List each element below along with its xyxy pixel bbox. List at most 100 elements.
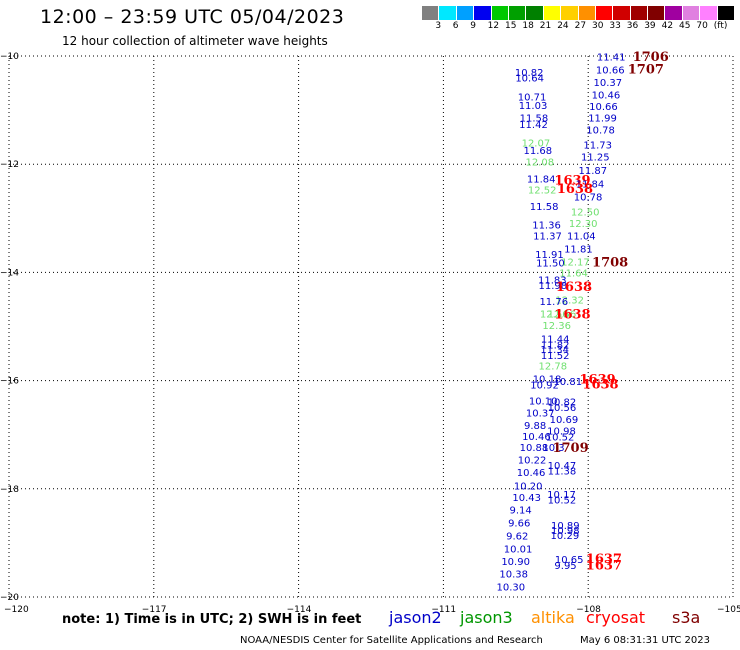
wave-height-label: 11.58 [530, 202, 559, 213]
pass-time-label: 1708 [592, 256, 628, 271]
x-tick-label: −105 [717, 605, 740, 615]
wave-height-label: 11.73 [583, 141, 612, 152]
wave-height-label: 12.32 [555, 295, 584, 306]
legend-item-altika: altika [531, 608, 575, 627]
wave-height-label: 10.38 [499, 570, 528, 581]
y-tick-label: −16 [0, 377, 19, 387]
wave-height-label: 10.69 [550, 415, 579, 426]
pass-time-label: 1707 [628, 62, 664, 77]
color-scale-swatch [456, 6, 475, 20]
wave-height-label: 10.52 [546, 432, 575, 443]
wave-height-label: 10.66 [596, 66, 625, 77]
color-scale-swatch [648, 6, 666, 20]
wave-height-label: 10.66 [589, 102, 618, 113]
wave-height-label: 11.87 [579, 166, 608, 177]
wave-height-label: 10.30 [496, 583, 525, 594]
color-scale-swatch [508, 6, 527, 20]
color-scale-label: (ft) [713, 21, 728, 31]
footnote: note: 1) Time is in UTC; 2) SWH is in fe… [62, 612, 362, 627]
wave-height-label: 10.78 [574, 193, 603, 204]
wave-height-label: 10.82 [515, 68, 544, 79]
color-scale-label: 70 [696, 21, 708, 31]
wave-height-label: 11.04 [567, 232, 596, 243]
pass-time-label: 1637 [586, 552, 622, 567]
page-title: 12:00 – 23:59 UTC 05/04/2023 [40, 6, 345, 28]
pass-time-label: 1709 [552, 441, 588, 456]
wave-height-label: 10.90 [501, 557, 530, 568]
wave-height-label: 11.98 [538, 281, 567, 292]
color-scale-label: 24 [557, 21, 569, 31]
pass-time-label: 1638 [554, 308, 590, 323]
wave-height-label: 12.08 [525, 157, 554, 168]
wave-height-label: 10.29 [551, 531, 580, 542]
color-scale-swatch [665, 6, 683, 20]
wave-height-label: 10.01 [504, 544, 533, 555]
color-scale-swatch [578, 6, 596, 20]
wave-height-label: 11.34 [540, 345, 569, 356]
wave-height-label: 10.18 [533, 374, 562, 385]
wave-height-label: 11.76 [539, 297, 568, 308]
wave-height-label: 10.37 [594, 78, 623, 89]
wave-height-label: 12.07 [522, 139, 551, 150]
wave-height-label: 11.68 [524, 146, 553, 157]
color-scale-swatch [561, 6, 579, 20]
y-tick-label: −14 [0, 268, 19, 278]
wave-height-label: 12.36 [542, 321, 571, 332]
wave-height-label: 9.95 [554, 561, 576, 572]
color-scale-swatch [613, 6, 631, 20]
wave-height-label: 10.52 [548, 496, 577, 507]
wave-height-label: 10.89 [551, 521, 580, 532]
wave-height-label: 10.22 [518, 456, 547, 467]
wave-height-label: 11.91 [535, 250, 564, 261]
color-scale-label: 42 [661, 21, 674, 31]
wave-height-label: 12.17 [561, 258, 590, 269]
pass-time-label: 1706 [633, 50, 669, 65]
wave-height-label: 10.20 [514, 482, 543, 493]
color-scale-label: 30 [592, 21, 604, 31]
color-scale-label: 9 [470, 21, 476, 31]
x-tick-label: −117 [142, 605, 167, 615]
wave-height-label: 11.25 [581, 153, 610, 164]
x-tick-label: −120 [4, 605, 29, 615]
x-tick-label: −114 [287, 605, 312, 615]
pass-time-label: 1639 [580, 372, 616, 387]
color-scale-swatch [491, 6, 509, 20]
wave-height-label: 10.46 [592, 90, 621, 101]
y-tick-label: −18 [0, 485, 19, 495]
color-scale-swatch [717, 6, 736, 20]
wave-height-label: 10.64 [515, 74, 544, 85]
color-scale-label: 33 [609, 21, 621, 31]
wave-height-label: 11.64 [559, 268, 588, 279]
color-scale-labels: 3 6 9 12 15 18 21 24 27 30 33 36 39 42 45 70 (ft) [422, 21, 740, 35]
legend-item-jason3: jason3 [460, 608, 513, 627]
color-scale-swatch [543, 6, 562, 20]
wave-height-label: 12.78 [538, 361, 567, 372]
pass-time-label: 1637 [586, 559, 622, 574]
pass-time-label: 1638 [582, 377, 618, 392]
wave-height-label: 11.81 [564, 245, 593, 256]
wave-height-label: 10.65 [555, 555, 584, 566]
wave-height-label: 10.98 [551, 526, 580, 537]
wave-height-label: 11.41 [597, 53, 626, 64]
color-scale-swatch [439, 6, 457, 20]
x-tick-label: −108 [576, 605, 601, 615]
wave-height-label: 11.50 [536, 259, 565, 270]
wave-height-label: 11.42 [519, 120, 548, 131]
wave-height-label: 11.83 [538, 275, 567, 286]
color-scale-swatch [682, 6, 701, 20]
legend-item-cryosat: cryosat [586, 608, 646, 627]
color-scale-label: 12 [487, 21, 500, 31]
wave-height-label: 10.43 [512, 493, 541, 504]
wave-height-label: 11.84 [527, 174, 556, 185]
legend-item-jason2: jason2 [389, 608, 442, 627]
wave-height-label: 10.10 [529, 397, 558, 408]
wave-height-label: 9.14 [510, 505, 532, 516]
color-scale-label: 45 [679, 21, 691, 31]
color-scale-label: 6 [452, 21, 459, 31]
wave-height-label: 12.56 [548, 310, 577, 321]
color-scale-label: 21 [539, 21, 552, 31]
wave-height-label: 9.66 [508, 518, 530, 529]
legend-item-s3a: s3a [672, 608, 701, 627]
wave-height-color-scale [422, 6, 736, 20]
wave-height-label: 11.58 [520, 114, 549, 125]
